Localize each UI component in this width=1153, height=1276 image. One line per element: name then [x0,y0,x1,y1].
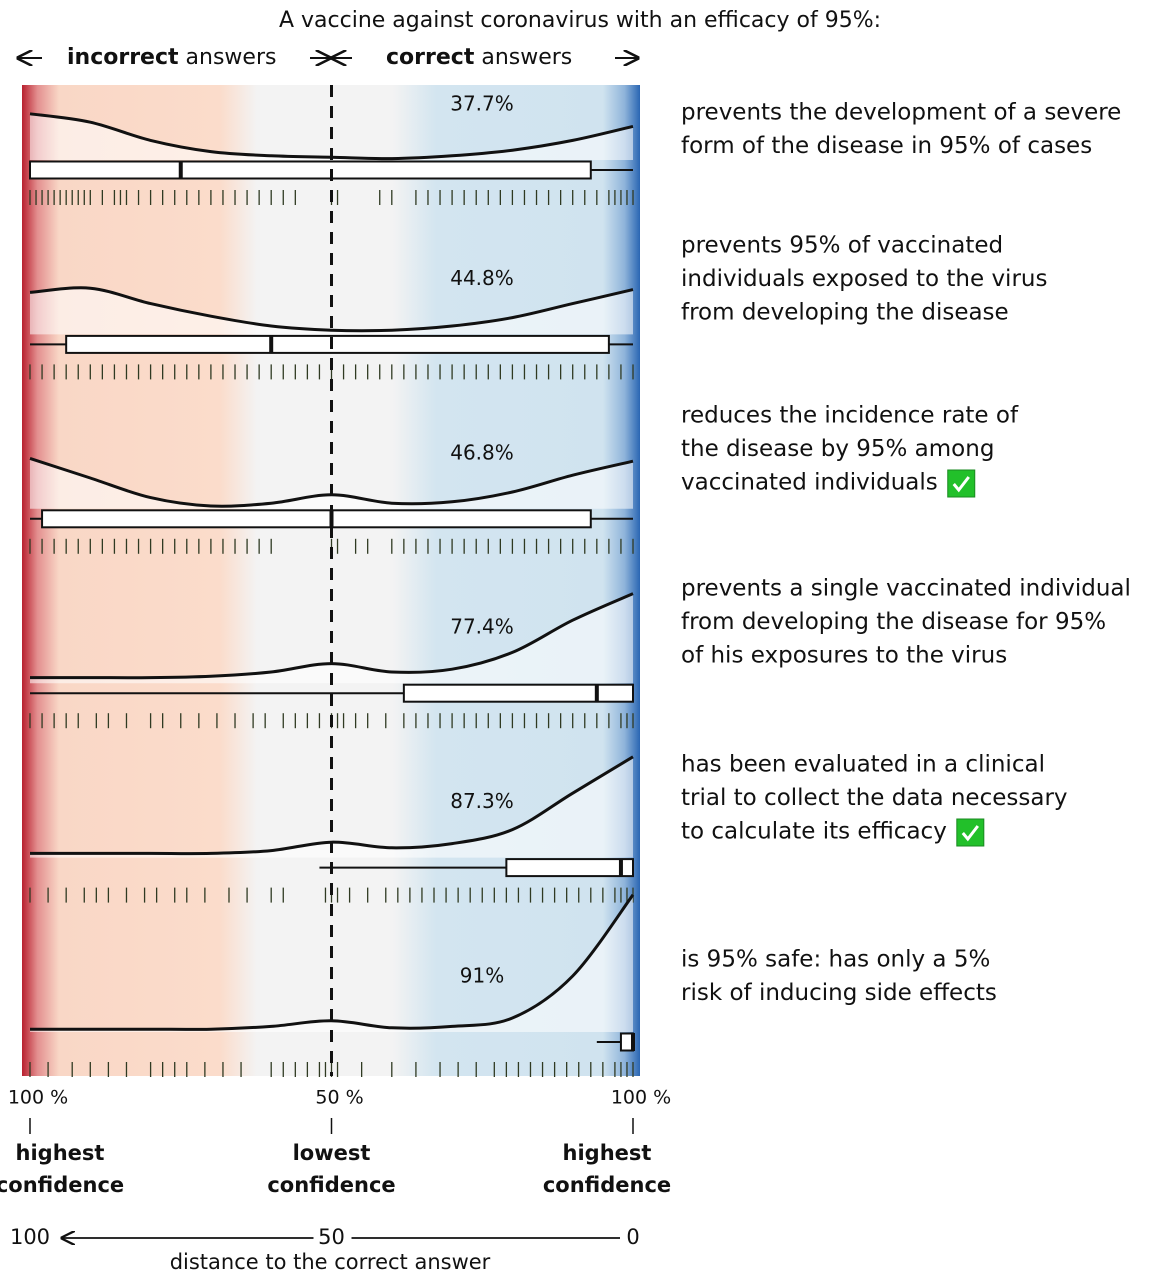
check-mark [961,825,980,842]
density-curve [29,286,634,333]
distance-tick-label: 100 [10,1225,50,1249]
check-icon [947,469,976,498]
density-area [30,756,633,858]
header-left: incorrect answers [67,45,276,70]
density-area [30,894,633,1032]
statement-line: individuals exposed to the virus [681,266,1047,292]
statement-line: the disease by 95% among [681,436,994,462]
statement-line: form of the disease in 95% of cases [681,133,1092,159]
distance-tick-label: 50 [318,1225,345,1249]
statement-line: prevents 95% of vaccinated [681,233,1003,259]
statement-line: of his exposures to the virus [681,643,1007,669]
tick-caption: confidence [0,1173,124,1197]
tick-caption: lowest [293,1141,371,1165]
header-left-rest: answers [186,45,277,70]
box [29,160,592,180]
box [65,334,610,354]
statement-line: from developing the disease [681,300,1009,326]
statement-line: risk of inducing side effects [681,980,997,1006]
box [402,683,634,703]
statement-line: prevents a single vaccinated individual [681,576,1131,602]
check-icon [956,818,985,847]
statement-line: vaccinated individuals [681,470,938,496]
statement-line: trial to collect the data necessary [681,785,1068,811]
value-label: 87.3% [450,789,514,813]
statement-line: to calculate its efficacy [681,819,947,845]
statement-line: prevents the development of a severe [681,100,1121,126]
tick-caption: confidence [543,1173,671,1197]
value-label: 77.4% [450,615,514,639]
header-left-bold: incorrect [67,45,179,70]
statement-line: is 95% safe: has only a 5% [681,947,990,973]
header-right: correct answers [386,45,572,70]
header-right-rest: answers [481,45,572,70]
statement-line: from developing the disease for 95% [681,609,1106,635]
check-mark [952,476,970,493]
distance-axis-label: distance to the correct answer [170,1250,491,1274]
statement-line: reduces the incidence rate of [681,403,1019,429]
box [41,509,592,529]
value-label: 91% [460,964,504,988]
tick-caption: highest [16,1141,105,1165]
density-curve [30,893,635,1031]
density-area [30,593,633,684]
density-area [30,113,633,160]
x-tick-label: 100 % [8,1087,68,1109]
value-label: 37.7% [450,92,514,116]
x-tick-label: 100 % [611,1087,671,1109]
header-right-bold: correct [386,45,475,70]
x-tick-label: 50 % [315,1087,363,1109]
density-area [30,458,633,509]
value-label: 46.8% [450,440,514,464]
tick-caption: confidence [267,1173,395,1197]
distance-tick-label: 0 [626,1225,639,1249]
value-label: 44.8% [450,266,514,290]
statement-line: has been evaluated in a clinical [681,752,1045,778]
box [505,858,634,878]
chart-title: A vaccine against coronavirus with an ef… [279,8,881,33]
tick-caption: highest [563,1141,652,1165]
